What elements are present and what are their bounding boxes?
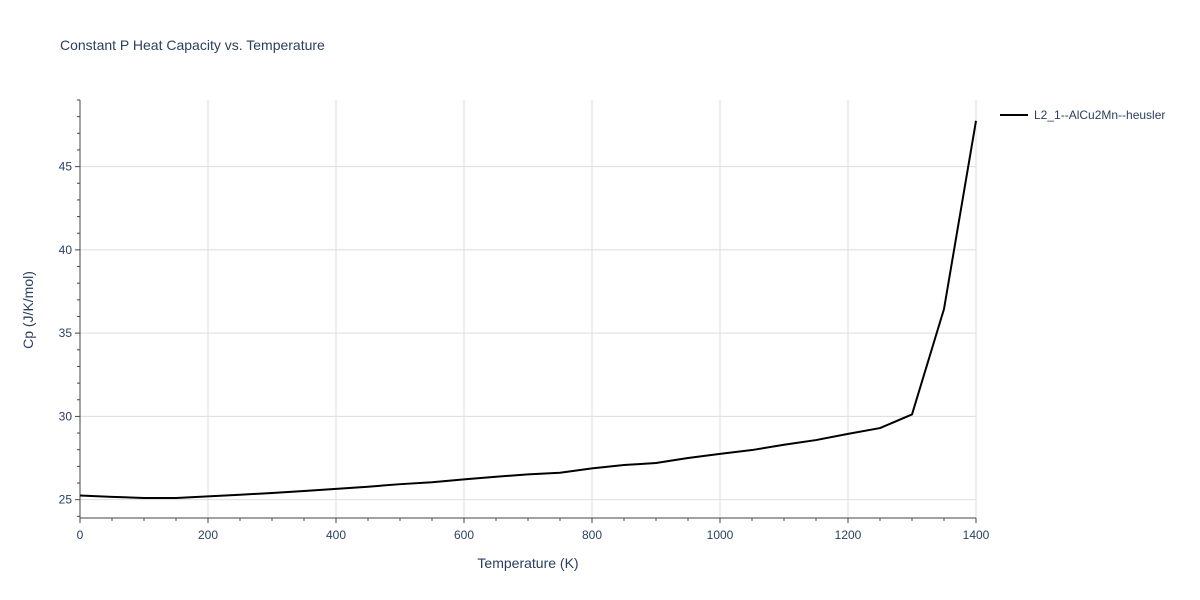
x-tick-label: 0 [77, 528, 84, 542]
x-tick-label: 1200 [835, 528, 862, 542]
series-line-0[interactable] [79, 120, 977, 500]
y-gridlines [80, 166, 976, 501]
x-axis-title: Temperature (K) [477, 555, 578, 571]
legend-label: L2_1--AlCu2Mn--heusler [1034, 108, 1165, 122]
y-tick-label: 45 [59, 160, 73, 174]
y-tick-label: 35 [59, 326, 73, 340]
x-tick-label: 1400 [963, 528, 990, 542]
legend[interactable]: L2_1--AlCu2Mn--heusler [1000, 108, 1165, 122]
x-tick-label: 400 [326, 528, 346, 542]
axes [79, 100, 976, 519]
series-layer [79, 120, 977, 500]
y-tick-label: 25 [59, 493, 73, 507]
x-tick-label: 1000 [707, 528, 734, 542]
y-tick-label: 40 [59, 243, 73, 257]
y-axis-title: Cp (J/K/mol) [20, 271, 36, 349]
x-gridlines [207, 100, 977, 518]
y-axis-ticks: 25 30 35 40 45 [59, 99, 80, 517]
x-tick-label: 800 [582, 528, 602, 542]
x-tick-label: 200 [198, 528, 218, 542]
x-axis-ticks: 0 200 400 600 800 1000 1200 1400 [77, 518, 990, 542]
x-tick-label: 600 [454, 528, 474, 542]
y-tick-label: 30 [59, 409, 73, 423]
chart-title: Constant P Heat Capacity vs. Temperature [60, 37, 325, 53]
